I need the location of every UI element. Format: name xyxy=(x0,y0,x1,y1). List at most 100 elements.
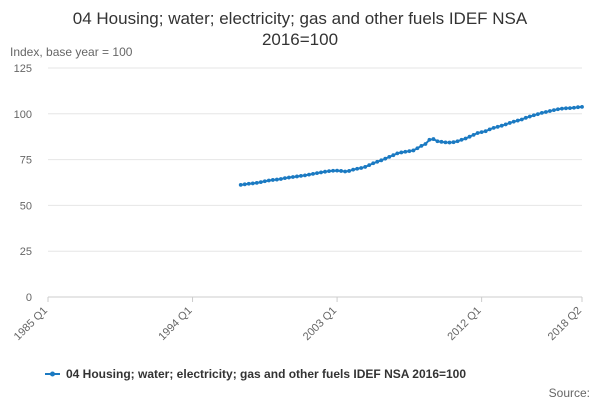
data-point-0-38[interactable] xyxy=(391,153,396,158)
data-point-0-67[interactable] xyxy=(507,121,512,125)
data-point-0-42[interactable] xyxy=(407,149,412,154)
x-tick-label-1: 1994 Q1 xyxy=(156,305,194,343)
data-point-0-16[interactable] xyxy=(303,173,307,178)
data-point-0-24[interactable] xyxy=(335,168,339,173)
data-point-0-31[interactable] xyxy=(363,165,368,169)
legend-label: 04 Housing; water; electricity; gas and … xyxy=(66,367,466,381)
data-point-0-9[interactable] xyxy=(274,177,279,182)
data-point-0-82[interactable] xyxy=(568,106,572,111)
data-point-0-54[interactable] xyxy=(455,139,460,144)
series-line-0 xyxy=(239,105,583,186)
data-point-0-65[interactable] xyxy=(499,123,504,128)
data-point-0-57[interactable] xyxy=(467,134,472,139)
data-point-0-32[interactable] xyxy=(367,163,372,168)
data-point-0-11[interactable] xyxy=(282,176,287,181)
data-point-0-52[interactable] xyxy=(447,140,452,145)
data-point-0-34[interactable] xyxy=(375,159,380,164)
data-point-0-0[interactable] xyxy=(238,182,243,187)
data-point-0-39[interactable] xyxy=(395,151,400,156)
data-point-0-12[interactable] xyxy=(287,175,291,180)
data-point-0-78[interactable] xyxy=(551,108,556,113)
y-tick-labels: 0 25 50 75 100 125 xyxy=(14,63,32,304)
series-layer xyxy=(238,104,584,187)
data-point-0-72[interactable] xyxy=(527,114,532,119)
data-point-0-2[interactable] xyxy=(246,181,251,186)
data-point-0-49[interactable] xyxy=(435,139,440,144)
data-point-0-8[interactable] xyxy=(270,178,275,182)
data-point-0-80[interactable] xyxy=(560,106,564,111)
data-point-0-85[interactable] xyxy=(580,104,584,109)
chart-title-line-2: 2016=100 xyxy=(262,30,338,49)
data-point-0-79[interactable] xyxy=(556,107,560,112)
data-point-0-1[interactable] xyxy=(242,182,247,187)
data-point-0-77[interactable] xyxy=(547,109,552,113)
data-point-0-40[interactable] xyxy=(399,150,404,155)
data-point-0-45[interactable] xyxy=(419,143,424,148)
data-point-0-18[interactable] xyxy=(311,171,315,176)
data-point-0-22[interactable] xyxy=(327,169,331,174)
data-point-0-59[interactable] xyxy=(475,131,480,135)
data-point-0-15[interactable] xyxy=(299,174,303,178)
data-point-0-7[interactable] xyxy=(266,178,271,183)
data-point-0-44[interactable] xyxy=(415,146,420,151)
data-point-0-66[interactable] xyxy=(503,122,508,127)
data-point-0-29[interactable] xyxy=(355,166,360,171)
data-point-0-17[interactable] xyxy=(307,172,311,177)
data-point-0-81[interactable] xyxy=(564,106,568,111)
data-point-0-35[interactable] xyxy=(379,158,384,163)
data-point-0-53[interactable] xyxy=(451,140,456,145)
data-point-0-74[interactable] xyxy=(535,112,540,117)
data-point-0-10[interactable] xyxy=(278,177,283,181)
grid-layer xyxy=(48,67,582,252)
data-point-0-43[interactable] xyxy=(411,148,416,153)
data-point-0-20[interactable] xyxy=(319,170,323,175)
data-point-0-47[interactable] xyxy=(427,137,432,142)
data-point-0-68[interactable] xyxy=(511,119,516,124)
data-point-0-19[interactable] xyxy=(315,171,319,176)
data-point-0-60[interactable] xyxy=(479,130,484,135)
data-point-0-33[interactable] xyxy=(371,161,376,166)
data-point-0-46[interactable] xyxy=(423,142,428,146)
x-tick-label-3: 2012 Q1 xyxy=(445,305,483,343)
y-tick-label-1: 25 xyxy=(20,246,32,258)
data-point-0-62[interactable] xyxy=(487,127,492,132)
data-point-0-71[interactable] xyxy=(523,115,528,120)
data-point-0-13[interactable] xyxy=(291,175,295,179)
data-point-0-73[interactable] xyxy=(531,113,536,118)
data-point-0-21[interactable] xyxy=(323,169,327,174)
data-point-0-48[interactable] xyxy=(431,137,436,141)
data-point-0-28[interactable] xyxy=(351,167,356,172)
data-point-0-58[interactable] xyxy=(471,132,476,137)
data-point-0-69[interactable] xyxy=(515,118,520,123)
data-point-0-56[interactable] xyxy=(463,136,468,141)
data-point-0-6[interactable] xyxy=(262,179,267,184)
data-point-0-76[interactable] xyxy=(543,110,548,114)
data-point-0-23[interactable] xyxy=(331,168,335,173)
data-point-0-61[interactable] xyxy=(483,129,488,134)
data-point-0-55[interactable] xyxy=(459,137,464,142)
data-point-0-3[interactable] xyxy=(250,181,255,186)
data-point-0-50[interactable] xyxy=(439,139,444,144)
data-point-0-4[interactable] xyxy=(254,180,259,185)
x-tick-labels: 1985 Q1 1994 Q1 2003 Q1 2012 Q1 2018 Q2 xyxy=(12,297,584,343)
legend[interactable]: 04 Housing; water; electricity; gas and … xyxy=(45,367,466,381)
y-tick-label-2: 50 xyxy=(20,200,32,212)
data-point-0-41[interactable] xyxy=(403,149,408,154)
data-point-0-26[interactable] xyxy=(343,169,348,174)
data-point-0-51[interactable] xyxy=(443,140,448,145)
data-point-0-83[interactable] xyxy=(572,105,576,110)
data-point-0-37[interactable] xyxy=(387,154,392,159)
data-point-0-5[interactable] xyxy=(258,180,263,185)
data-point-0-84[interactable] xyxy=(576,105,580,110)
data-point-0-25[interactable] xyxy=(339,169,343,173)
data-point-0-70[interactable] xyxy=(519,117,524,122)
data-point-0-75[interactable] xyxy=(539,110,544,115)
data-point-0-30[interactable] xyxy=(359,166,364,170)
data-point-0-27[interactable] xyxy=(347,169,352,173)
data-point-0-14[interactable] xyxy=(295,174,299,179)
x-tick-label-4: 2018 Q2 xyxy=(546,305,584,343)
data-point-0-36[interactable] xyxy=(383,156,388,161)
data-point-0-63[interactable] xyxy=(491,126,496,130)
data-point-0-64[interactable] xyxy=(495,124,500,129)
